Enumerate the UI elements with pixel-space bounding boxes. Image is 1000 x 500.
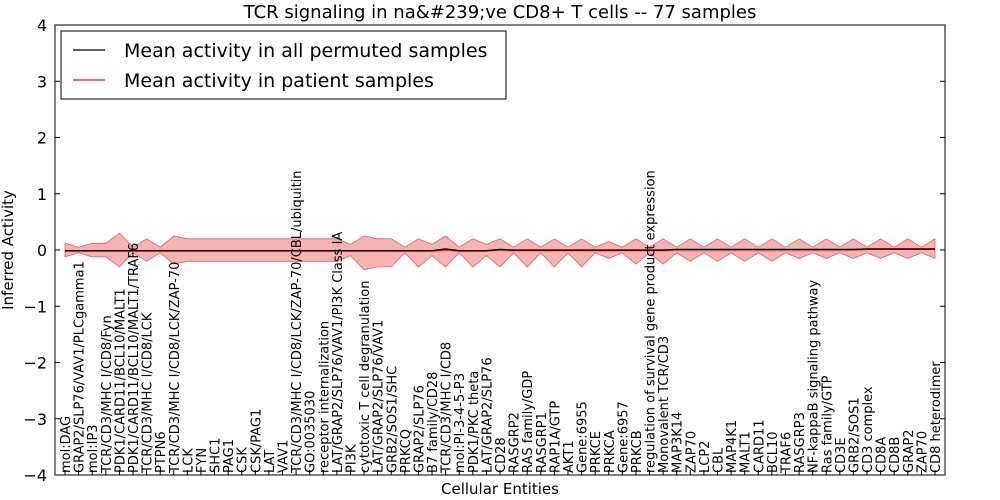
x-tick-label: LAT/GRAP2/SLP76 — [480, 357, 495, 473]
x-tick-label: ZAP70 — [915, 431, 930, 473]
x-tick-label: CD8B — [888, 437, 903, 473]
y-axis-label: Inferred Activity — [0, 190, 17, 310]
x-tick-label: PRKCA — [603, 430, 618, 473]
x-tick-label: CD8 heterodimer — [929, 361, 944, 473]
x-tick-label: mol:IP3 — [86, 424, 101, 473]
chart-title: TCR signaling in na&#239;ve CD8+ T cells… — [243, 2, 757, 23]
x-tick-label: LAT/GRAP2/SLP76/VAV1/PI3K Class IA — [331, 232, 346, 473]
x-tick-label: CD8A — [875, 437, 890, 473]
x-tick-label: CARD11 — [752, 419, 767, 473]
x-tick-label: mol:DAG — [59, 416, 74, 473]
x-tick-label: GO:0035030 — [304, 391, 319, 473]
x-tick-label: CSK — [236, 447, 251, 473]
legend-label-permuted: Mean activity in all permuted samples — [124, 40, 487, 62]
x-tick-label: TCR/CD3/MHC I/CD8/LCK/ZAP-70/CBL/ubiquit… — [290, 170, 305, 474]
x-tick-label: RAP1A/GTP — [548, 401, 563, 473]
y-tick-label: 4 — [37, 16, 47, 35]
x-tick-label: CD3 complex — [861, 386, 876, 473]
x-tick-label: LCP2 — [698, 441, 713, 473]
x-tick-label: regulation of survival gene product expr… — [644, 170, 659, 473]
y-tick-label: −1 — [23, 297, 47, 316]
x-axis-label: Cellular Entities — [441, 480, 559, 498]
y-tick-label: 3 — [37, 72, 47, 91]
y-tick-label: 0 — [37, 241, 47, 260]
x-tick-label: CD3E — [834, 437, 849, 473]
y-tick-label: 1 — [37, 185, 47, 204]
x-tick-label: BCL10 — [766, 431, 781, 473]
x-tick-labels: mol:DAGGRAP2/SLP76/VAV1/PLCgamma1mol:IP3… — [59, 170, 944, 475]
x-tick-label: MAP4K1 — [725, 420, 740, 473]
legend-label-patient: Mean activity in patient samples — [124, 70, 434, 92]
x-tick-label: LAT/GRAP2/SLP76/VAV1 — [372, 320, 387, 473]
x-tick-label: PDK1/CARD11/BCL10/MALT1 — [113, 288, 128, 473]
x-tick-label: TCR/CD3/MHC I/CD8/LCK — [141, 312, 156, 474]
y-tick-label: −2 — [23, 354, 47, 373]
x-tick-label: MAP3K14 — [671, 412, 686, 473]
series-line-permuted — [65, 248, 935, 252]
x-tick-label: PRKCQ — [399, 429, 414, 473]
x-tick-label: TRAF6 — [780, 432, 795, 474]
x-tick-label: GRB2/SOS1/SHC — [385, 366, 400, 473]
y-tick-label: 2 — [37, 129, 47, 148]
x-tick-label: Monovalent TCR/CD3 — [657, 336, 672, 473]
y-axis: −4 −3 −2 −1 0 1 2 3 4 — [23, 16, 945, 485]
x-tick-label: RASGRP2 — [508, 412, 523, 473]
x-tick-label: PTPN6 — [154, 431, 169, 473]
x-tick-label: RASGRP3 — [793, 412, 808, 473]
x-tick-label: receptor internalization — [317, 321, 332, 473]
x-tick-label: PDK1/PKC theta — [467, 371, 482, 473]
x-tick-label: B7 family/CD28 — [426, 372, 441, 473]
x-tick-label: mol:PI-3-4-5-P3 — [453, 373, 468, 473]
x-tick-label: LAT — [263, 450, 278, 473]
x-tick-label: RASGRP1 — [535, 412, 550, 473]
x-tick-label: TCR/CD3/MHC I/CD8 — [440, 342, 455, 474]
x-tick-label: ZAP70 — [684, 431, 699, 473]
x-tick-label: MALT1 — [739, 431, 754, 473]
y-tick-label: −3 — [23, 410, 47, 429]
x-tick-label: PRKCB — [630, 430, 645, 473]
x-tick-label: GRB2/SOS1 — [847, 397, 862, 473]
x-tick-label: PI3K — [345, 444, 360, 473]
x-tick-label: GRAP2/SLP76/VAV1/PLCgamma1 — [73, 261, 88, 473]
x-tick-label: PAG1 — [222, 439, 237, 473]
x-tick-label: TCR/CD3/MHC I/CD8/LCK/ZAP-70 — [168, 262, 183, 474]
legend: Mean activity in all permuted samples Me… — [60, 30, 507, 100]
x-tick-label: GRAP2/SLP76 — [412, 385, 427, 473]
x-tick-label: GRAP2 — [902, 429, 917, 473]
x-tick-label: CD28 — [494, 437, 509, 473]
x-tick-label: Gene:6955 — [576, 401, 591, 473]
activity-band — [64, 232, 936, 271]
x-tick-label: CBL — [712, 447, 727, 473]
plot-area — [64, 232, 936, 271]
x-tick-label: cytotoxic T cell degranulation — [358, 281, 373, 473]
x-tick-label: VAV1 — [277, 440, 292, 473]
x-tick-label: PDK1/CARD11/BCL10/MALT1/TRAF6 — [127, 243, 142, 473]
x-tick-label: CSK/PAG1 — [249, 409, 264, 473]
x-tick-label: SHC1 — [209, 438, 224, 473]
x-tick-label: RAS family/GDP — [521, 371, 536, 473]
y-tick-label: −4 — [23, 466, 47, 485]
x-tick-label: FYN — [195, 448, 210, 473]
legend-box — [60, 30, 507, 100]
x-tick-label: PRKCE — [589, 431, 604, 473]
x-tick-label: NF-kappaB signaling pathway — [807, 279, 822, 473]
x-tick-label: LCK — [181, 448, 196, 473]
x-tick-label: AKT1 — [562, 440, 577, 473]
x-tick-label: Gene:6957 — [616, 401, 631, 473]
x-tick-label: Ras family/GTP — [820, 375, 835, 473]
x-tick-label: TCR/CD3/MHC I/CD8/Fyn — [100, 315, 115, 474]
